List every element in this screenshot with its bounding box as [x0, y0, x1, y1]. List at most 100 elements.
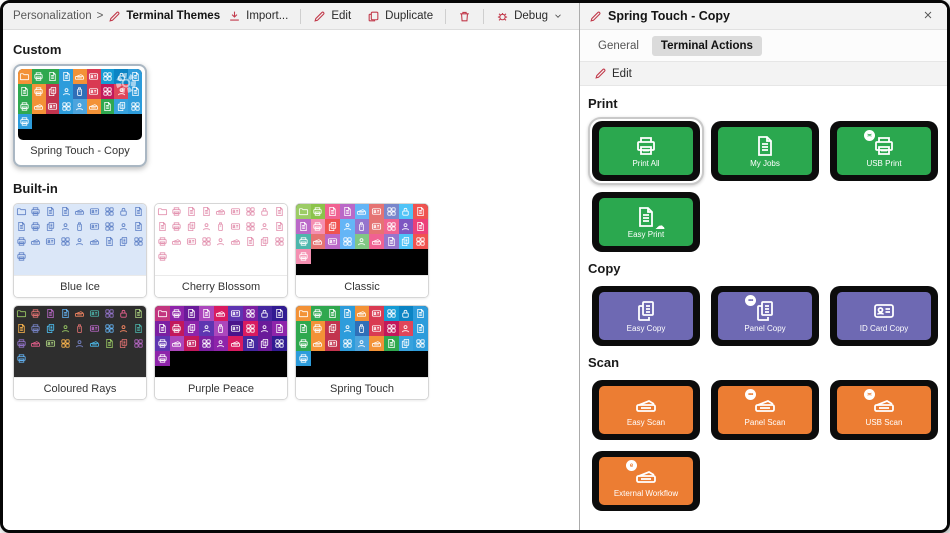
action-tile[interactable]: ≍ USB Scan: [826, 376, 942, 444]
detail-edit-button[interactable]: Edit: [589, 65, 637, 82]
theme-mini-icon: [296, 219, 311, 234]
pencil-icon: [594, 67, 607, 80]
theme-mini-icon: [258, 234, 273, 249]
theme-mini-icon: [272, 234, 287, 249]
import-button[interactable]: Import...: [222, 7, 294, 26]
action-tile[interactable]: ID Card Copy: [826, 282, 942, 350]
edit-button[interactable]: Edit: [307, 7, 357, 26]
close-icon: [922, 9, 934, 21]
theme-card[interactable]: Purple Peace: [154, 305, 288, 400]
pages-icon: [633, 299, 659, 323]
doc-icon: [752, 134, 778, 158]
theme-mini-icon: [87, 219, 102, 234]
theme-mini-icon: [43, 234, 58, 249]
theme-mini-icon: [354, 321, 370, 336]
theme-mini-icon: [340, 306, 355, 321]
action-tile[interactable]: e External Workflow: [588, 447, 704, 515]
theme-mini-icon: [128, 69, 142, 84]
theme-mini-icon: [369, 219, 384, 234]
tile-face: ••• Panel Copy: [718, 292, 812, 340]
action-tile-row: Print All My Jobs ≍ USB Print ☁ Easy Print: [588, 117, 947, 256]
theme-mini-icon: [214, 219, 229, 234]
tile-label: My Jobs: [750, 159, 780, 168]
theme-mini-icon: [296, 351, 311, 366]
tile-screen-frame: Easy Copy: [592, 286, 700, 346]
theme-mini-icon: [29, 336, 44, 351]
close-button[interactable]: [918, 7, 938, 26]
theme-mini-icon: [310, 204, 326, 219]
theme-mini-icon: [258, 204, 273, 219]
delete-button[interactable]: [452, 7, 477, 26]
theme-mini-icon: [272, 321, 287, 336]
theme-mini-icon: [413, 219, 428, 234]
theme-mini-icon: [58, 219, 73, 234]
action-tile[interactable]: ••• Panel Scan: [707, 376, 823, 444]
action-tile[interactable]: My Jobs: [707, 117, 823, 185]
theme-mini-icon: [384, 336, 399, 351]
theme-card[interactable]: Cherry Blossom: [154, 203, 288, 298]
action-tile[interactable]: Easy Scan: [588, 376, 704, 444]
terminal-actions-content: Print Print All My Jobs ≍ USB Print ☁ Easy Pri…: [580, 86, 947, 530]
action-tile[interactable]: Easy Copy: [588, 282, 704, 350]
tile-face: ••• Panel Scan: [718, 386, 812, 434]
tab-general[interactable]: General: [589, 36, 648, 56]
theme-mini-icon: [14, 321, 29, 336]
theme-mini-icon: [413, 336, 428, 351]
tile-face: ≍ USB Print: [837, 127, 931, 175]
action-tile[interactable]: ≍ USB Print: [826, 117, 942, 185]
breadcrumb-parent[interactable]: Personalization: [13, 10, 92, 22]
printer-icon: ≍: [864, 130, 897, 158]
theme-mini-icon: [117, 321, 132, 336]
theme-card[interactable]: Classic: [295, 203, 429, 298]
theme-card[interactable]: Spring Touch: [295, 305, 429, 400]
theme-mini-icon: [117, 336, 132, 351]
tile-screen-frame: ☁ Easy Print: [592, 192, 700, 252]
theme-mini-icon: [384, 234, 399, 249]
scanner-icon: [633, 393, 659, 417]
theme-mini-icon: [398, 219, 414, 234]
theme-mini-icon: [102, 321, 117, 336]
gear-icon: [113, 70, 139, 101]
theme-mini-icon: [369, 336, 384, 351]
tile-face: My Jobs: [718, 127, 812, 175]
theme-mini-icon: [199, 321, 214, 336]
detail-edit-label: Edit: [612, 67, 632, 80]
breadcrumb: Personalization > Terminal Themes: [13, 10, 220, 23]
download-icon: [228, 10, 241, 23]
tile-screen-frame: Easy Scan: [592, 380, 700, 440]
theme-mini-icon: [131, 204, 146, 219]
theme-mini-icon: [199, 204, 214, 219]
theme-cards: Blue Ice Cherry Blossom Classic Coloured Ra…: [13, 203, 569, 400]
theme-mini-icon: [14, 249, 29, 264]
theme-mini-icon: [73, 321, 88, 336]
debug-button[interactable]: Debug: [490, 7, 569, 26]
action-tile[interactable]: ☁ Easy Print: [588, 188, 704, 256]
theme-mini-icon: [14, 336, 29, 351]
theme-card[interactable]: Blue Ice: [13, 203, 147, 298]
theme-thumbnail: [18, 69, 142, 140]
theme-mini-icon: [398, 336, 414, 351]
theme-mini-icon: [296, 306, 311, 321]
theme-mini-icon: [340, 234, 355, 249]
theme-mini-icon: [310, 306, 326, 321]
theme-mini-icon: [31, 84, 46, 99]
theme-card[interactable]: Spring Touch - Copy: [13, 64, 147, 167]
theme-mini-icon: [325, 219, 340, 234]
theme-mini-icon: [228, 219, 243, 234]
theme-mini-icon: [102, 234, 117, 249]
theme-mini-icon: [272, 336, 287, 351]
theme-mini-icon: [384, 204, 399, 219]
action-tile[interactable]: ••• Panel Copy: [707, 282, 823, 350]
theme-mini-icon: [354, 306, 370, 321]
theme-mini-icon: [73, 336, 88, 351]
duplicate-button[interactable]: Duplicate: [361, 7, 439, 26]
dots-badge-icon: •••: [745, 295, 756, 306]
theme-mini-icon: [102, 336, 117, 351]
tab-terminal-actions[interactable]: Terminal Actions: [651, 36, 762, 56]
theme-card[interactable]: Coloured Rays: [13, 305, 147, 400]
action-tile-row: Easy Scan ••• Panel Scan ≍ USB Scan e External…: [588, 376, 947, 515]
action-tile[interactable]: Print All: [588, 117, 704, 185]
action-section-title: Scan: [588, 355, 620, 370]
theme-mini-icon: [296, 249, 311, 264]
theme-mini-icon: [384, 321, 399, 336]
